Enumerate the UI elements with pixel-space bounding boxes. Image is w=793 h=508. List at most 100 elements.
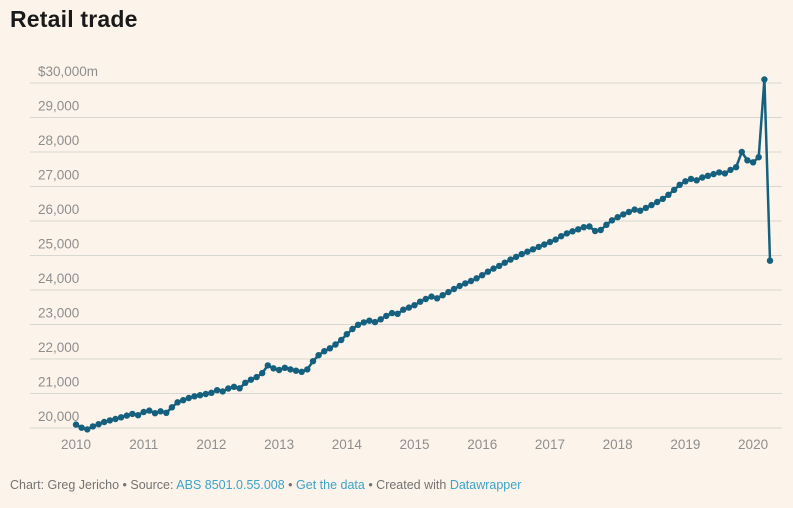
data-point[interactable] [400,306,407,313]
data-point[interactable] [253,373,260,381]
data-point[interactable] [292,367,300,374]
data-point[interactable] [546,238,554,246]
data-point[interactable] [84,426,91,433]
data-point[interactable] [180,397,187,404]
data-point[interactable] [270,365,277,372]
data-point[interactable] [112,415,119,423]
data-point[interactable] [428,293,435,300]
data-point[interactable] [603,221,610,228]
data-point[interactable] [163,409,170,416]
data-point[interactable] [727,166,734,174]
data-point[interactable] [174,399,181,406]
get-the-data-link[interactable]: Get the data [296,478,365,492]
data-point[interactable] [78,424,85,431]
data-point[interactable] [298,368,305,375]
data-point[interactable] [338,336,345,344]
data-point[interactable] [321,348,328,355]
data-point[interactable] [580,224,587,231]
data-point[interactable] [541,241,548,248]
data-point[interactable] [518,250,525,258]
data-point[interactable] [236,385,243,392]
data-point[interactable] [625,208,633,216]
data-point[interactable] [512,253,520,261]
data-point[interactable] [490,265,497,272]
data-point[interactable] [275,366,283,374]
data-point[interactable] [417,298,424,305]
data-point[interactable] [168,404,176,411]
data-point[interactable] [129,410,136,418]
data-point[interactable] [467,277,475,285]
data-point[interactable] [659,195,666,203]
data-point[interactable] [738,148,745,156]
data-point[interactable] [682,178,689,185]
data-point[interactable] [648,201,655,209]
data-point[interactable] [654,198,661,206]
data-point[interactable] [230,383,238,390]
data-point[interactable] [72,421,80,428]
data-point[interactable] [755,154,762,161]
data-point[interactable] [422,295,429,303]
data-point[interactable] [264,362,271,369]
data-point[interactable] [676,181,683,188]
data-point[interactable] [642,204,650,212]
data-point[interactable] [202,390,209,398]
data-point[interactable] [445,288,452,296]
data-point[interactable] [524,248,531,255]
data-point[interactable] [665,191,672,198]
data-point[interactable] [563,230,571,237]
data-point[interactable] [242,379,249,386]
data-point[interactable] [732,164,740,171]
data-point[interactable] [219,388,226,395]
data-point[interactable] [394,310,401,317]
data-point[interactable] [332,341,339,348]
data-point[interactable] [89,423,97,430]
data-point[interactable] [433,295,441,302]
data-point[interactable] [614,214,621,221]
data-point[interactable] [360,319,367,326]
data-point[interactable] [693,177,700,184]
data-point[interactable] [123,412,130,419]
data-point[interactable] [196,392,204,399]
data-point[interactable] [456,282,463,290]
source-link[interactable]: ABS 8501.0.55.008 [176,478,285,492]
data-point[interactable] [411,302,418,309]
data-point[interactable] [343,331,350,338]
data-point[interactable] [721,170,729,177]
data-point[interactable] [552,236,559,243]
data-point[interactable] [501,259,508,266]
data-point[interactable] [591,227,599,235]
data-point[interactable] [484,268,492,275]
data-point[interactable] [766,257,774,264]
data-point[interactable] [191,393,198,400]
data-point[interactable] [535,243,542,251]
data-point[interactable] [558,233,565,240]
data-point[interactable] [479,272,486,279]
data-point[interactable] [761,76,768,83]
data-point[interactable] [439,292,446,299]
data-point[interactable] [450,285,458,293]
data-point[interactable] [259,369,266,377]
data-point[interactable] [213,387,221,394]
data-point[interactable] [366,317,373,324]
data-point[interactable] [354,321,362,328]
data-point[interactable] [157,408,164,415]
data-point[interactable] [473,275,480,282]
data-point[interactable] [620,211,627,218]
data-point[interactable] [586,223,593,230]
data-point[interactable] [704,172,712,179]
data-point[interactable] [383,312,390,320]
data-point[interactable] [699,174,706,181]
data-point[interactable] [462,280,469,287]
data-point[interactable] [749,159,757,166]
retail-trade-line-chart[interactable]: $30,000m 29,000 28,000 27,000 26,000 25,000 24… [0,0,793,470]
data-point[interactable] [405,304,413,311]
data-point[interactable] [304,366,311,373]
data-point[interactable] [569,228,576,235]
data-point[interactable] [716,169,723,176]
data-point[interactable] [117,414,125,421]
data-point[interactable] [95,421,102,428]
data-point[interactable] [309,358,317,365]
data-point[interactable] [670,186,678,194]
data-point[interactable] [287,366,294,373]
data-point[interactable] [388,309,396,317]
